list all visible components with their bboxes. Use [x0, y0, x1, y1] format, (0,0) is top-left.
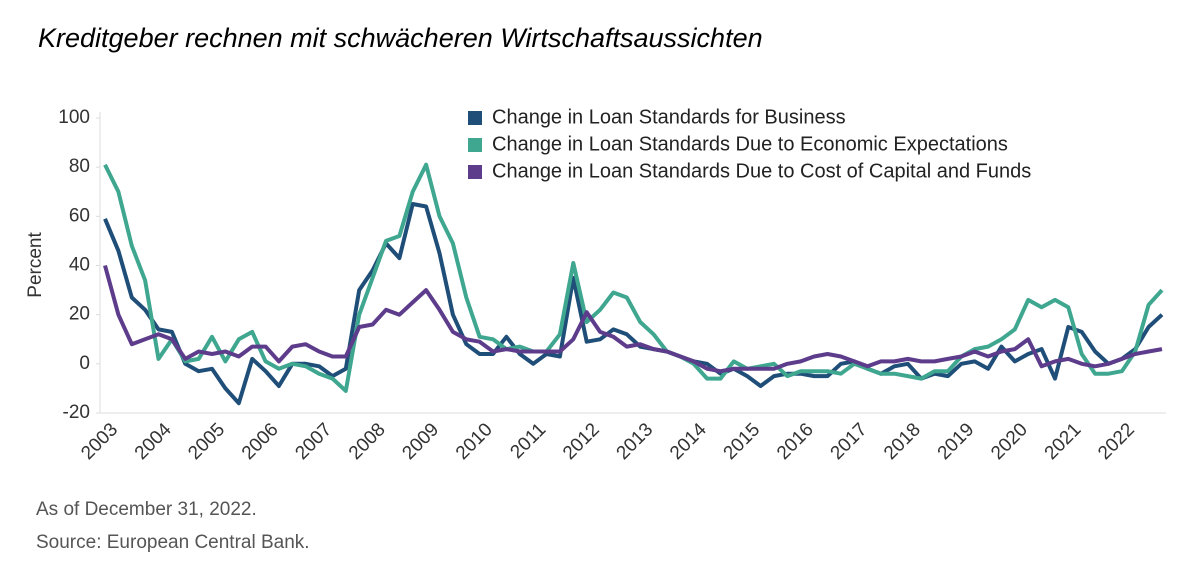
legend-swatch: [468, 165, 482, 179]
y-axis-label: Percent: [25, 232, 46, 298]
legend-swatch: [468, 138, 482, 152]
y-tick-label: 0: [79, 353, 90, 374]
x-tick-label: 2005: [184, 419, 229, 464]
x-tick-label: 2009: [398, 419, 443, 464]
x-tick-label: 2011: [506, 419, 550, 463]
note: Source: European Central Bank.: [36, 532, 310, 553]
x-tick-label: 2020: [987, 419, 1032, 464]
x-tick-label: 2003: [77, 419, 122, 464]
y-tick-label: 40: [69, 255, 90, 276]
x-tick-label: 2012: [559, 419, 604, 464]
x-tick-label: 2017: [827, 419, 872, 464]
chart-title: Kreditgeber rechnen mit schwächeren Wirt…: [38, 23, 763, 53]
x-tick-label: 2014: [666, 419, 711, 464]
y-tick-label: 60: [69, 205, 90, 226]
y-tick-label: 100: [58, 107, 90, 128]
legend-label: Change in Loan Standards Due to Economic…: [492, 133, 1008, 155]
x-tick-label: 2019: [934, 419, 979, 464]
y-tick-label: 80: [69, 156, 90, 177]
x-tick-label: 2004: [131, 419, 176, 464]
line-series: [103, 202, 1164, 406]
x-tick-label: 2006: [238, 419, 283, 464]
legend-label: Change in Loan Standards for Business: [492, 106, 846, 128]
y-tick-label: 20: [69, 304, 90, 325]
x-tick-label: 2013: [613, 419, 658, 464]
x-tick-label: 2021: [1041, 419, 1086, 464]
line-series: [103, 162, 1164, 393]
note: As of December 31, 2022.: [36, 499, 257, 520]
x-tick-label: 2010: [452, 419, 497, 464]
y-tick-label: -20: [63, 402, 90, 423]
legend-swatch: [468, 111, 482, 125]
x-tick-label: 2015: [720, 419, 765, 464]
x-tick-label: 2018: [880, 419, 925, 464]
x-tick-label: 2008: [345, 419, 390, 464]
x-tick-label: 2007: [291, 419, 336, 464]
x-tick-label: 2016: [773, 419, 818, 464]
legend-label: Change in Loan Standards Due to Cost of …: [492, 160, 1031, 182]
x-tick-label: 2022: [1094, 419, 1139, 464]
line-series: [103, 264, 1163, 374]
